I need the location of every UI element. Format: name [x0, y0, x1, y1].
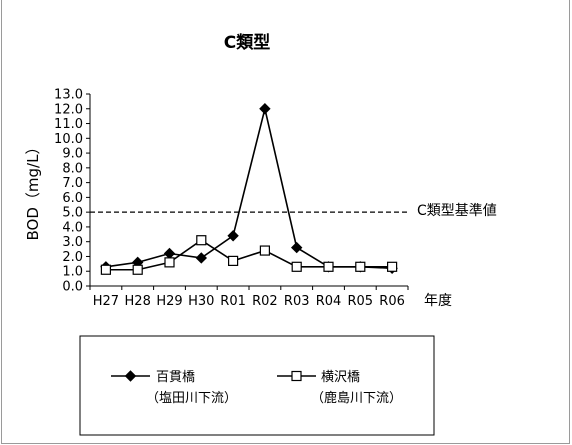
y-tick-label: 10.0 [54, 132, 83, 147]
x-tick-label: H27 [93, 294, 119, 309]
y-tick-label: 8.0 [62, 161, 83, 176]
series-layer [100, 103, 398, 275]
x-tick-label: H30 [188, 294, 214, 309]
legend-marker [291, 370, 302, 382]
data-point [164, 257, 175, 268]
series-1 [100, 103, 398, 274]
data-point [290, 241, 303, 254]
series-line [105, 239, 393, 271]
y-tick-label: 6.0 [62, 191, 83, 206]
legend-sublabel: （塩田川下流） [146, 391, 237, 406]
legend-sublabel: （鹿島川下流） [311, 390, 402, 406]
y-tick-label: 9.0 [62, 147, 83, 162]
data-point [323, 261, 334, 272]
data-point [195, 252, 208, 264]
y-tick-label: 0.0 [62, 280, 83, 295]
data-point [228, 255, 239, 266]
data-point [387, 261, 398, 272]
y-tick-label: 3.0 [62, 235, 83, 250]
data-point [259, 103, 271, 115]
x-tick-label: R04 [316, 294, 342, 309]
x-tick-label: R05 [348, 294, 374, 309]
legend-marker [124, 370, 137, 382]
legend-label: 百貫橋 [156, 370, 195, 385]
y-tick-label: 11.0 [54, 117, 83, 132]
series-line [105, 108, 393, 270]
y-tick-label: 12.0 [54, 102, 83, 117]
data-point [163, 247, 176, 260]
x-tick-label: H29 [156, 294, 182, 309]
y-axis-label: BOD（mg/L） [24, 140, 42, 241]
x-tick-label: R02 [252, 294, 278, 309]
y-tick-label: 4.0 [62, 220, 83, 235]
series-2 [100, 235, 398, 275]
y-tick-label: 13.0 [54, 88, 83, 103]
data-point [196, 235, 207, 246]
data-point [355, 261, 366, 272]
data-point [259, 245, 270, 256]
y-tick-label: 2.0 [62, 250, 83, 265]
x-tick-label: R03 [284, 294, 310, 309]
y-tick-label: 1.0 [62, 265, 83, 280]
x-tick-label: R01 [220, 294, 246, 309]
data-point [132, 264, 143, 275]
y-ticks: 0.01.02.03.04.05.06.07.08.09.010.011.012… [54, 88, 90, 295]
data-point [227, 230, 239, 242]
x-tick-label: R06 [379, 294, 405, 309]
data-point [100, 264, 112, 275]
x-ticks: H27 H28 H29 H30 R01 R02 R03 R04 R05 R06 [89, 286, 409, 309]
x-tick-label: H28 [125, 294, 151, 309]
legend-box [79, 335, 435, 436]
legend: 百貫橋 （塩田川下流） 横沢橋 （鹿島川下流） [111, 370, 402, 406]
chart-title: C類型 [224, 32, 270, 53]
y-tick-label: 7.0 [62, 176, 83, 191]
reference-line-label: C類型基準値 [417, 202, 497, 219]
data-point [291, 261, 302, 272]
x-axis-label: 年度 [424, 293, 452, 309]
legend-label: 横沢橋 [321, 370, 360, 385]
y-tick-label: 5.0 [62, 206, 83, 221]
